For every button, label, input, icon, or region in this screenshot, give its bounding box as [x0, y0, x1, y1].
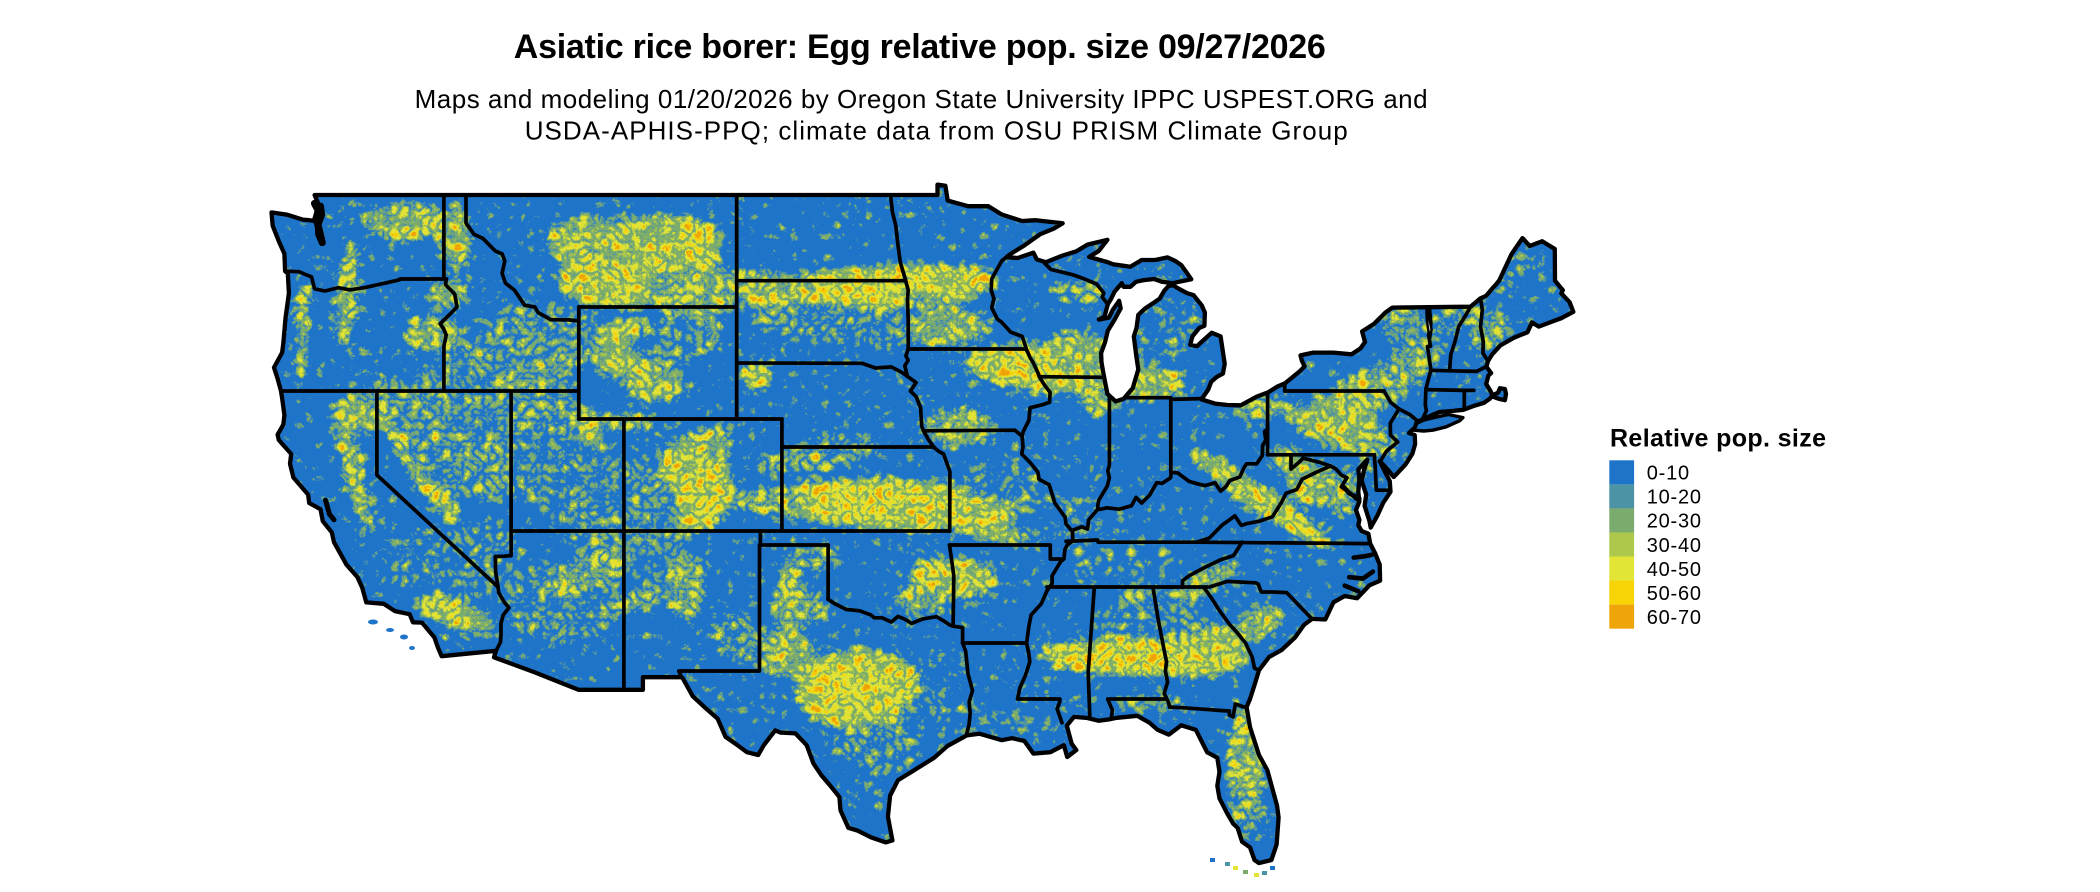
svg-text:Relative pop. size: Relative pop. size — [1610, 424, 1826, 452]
svg-text:0-10: 0-10 — [1647, 463, 1690, 485]
svg-text:USDA-APHIS-PPQ; climate data f: USDA-APHIS-PPQ; climate data from OSU PR… — [525, 116, 1348, 146]
svg-text:20-30: 20-30 — [1647, 511, 1702, 533]
svg-text:30-40: 30-40 — [1647, 535, 1702, 557]
svg-text:Maps and modeling 01/20/2026 b: Maps and modeling 01/20/2026 by Oregon S… — [415, 84, 1428, 114]
svg-text:40-50: 40-50 — [1647, 559, 1702, 581]
svg-text:60-70: 60-70 — [1647, 607, 1702, 629]
svg-text:Asiatic rice borer: Egg relati: Asiatic rice borer: Egg relative pop. si… — [514, 28, 1326, 66]
svg-text:10-20: 10-20 — [1647, 487, 1702, 509]
svg-text:50-60: 50-60 — [1647, 583, 1702, 605]
